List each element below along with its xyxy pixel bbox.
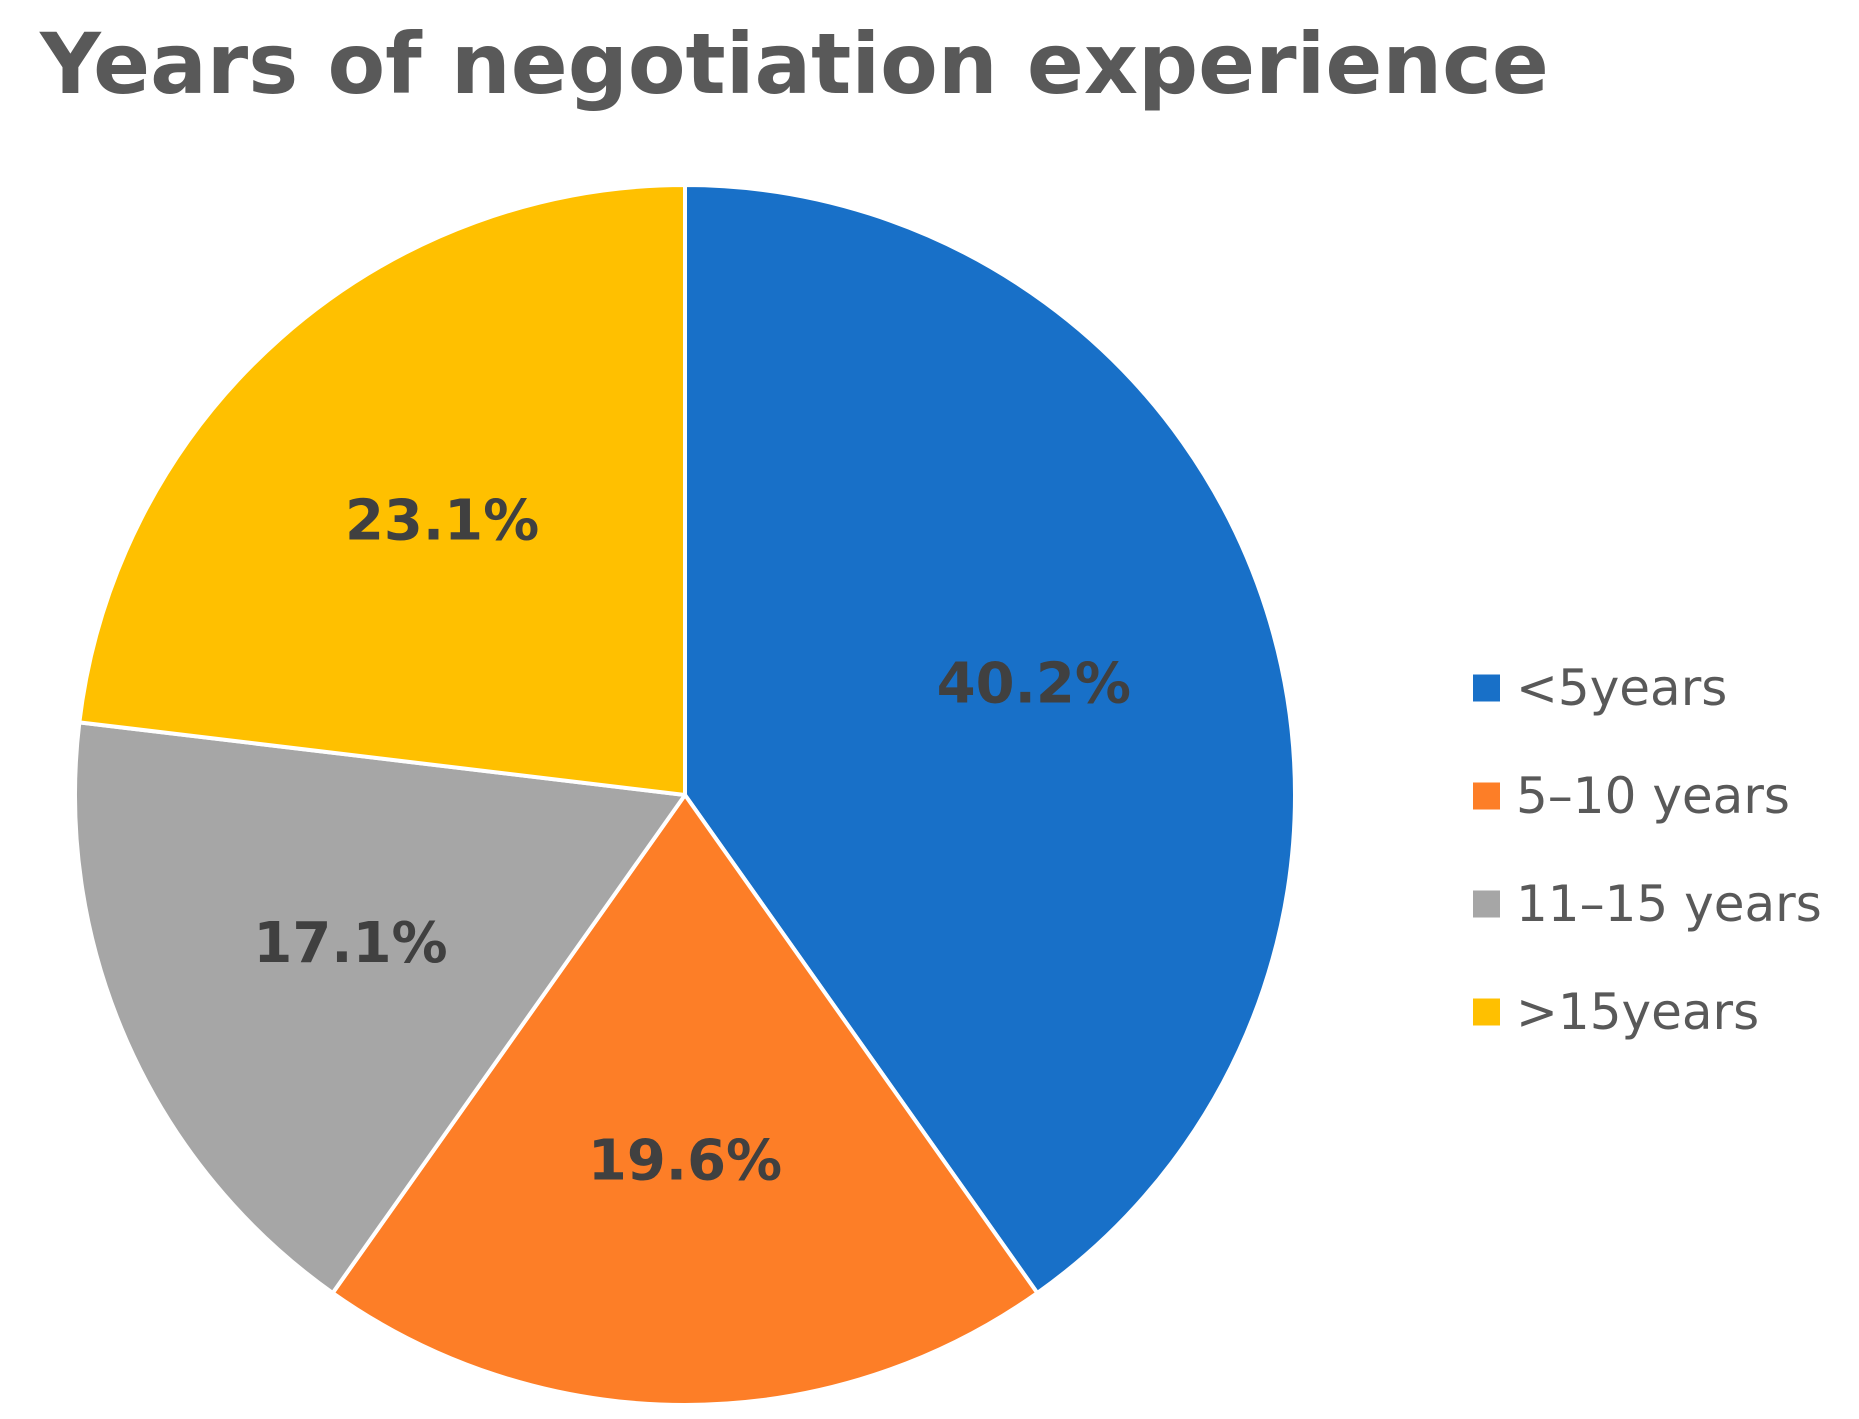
legend-label-5-10-years: 5–10 years (1516, 767, 1790, 825)
legend-swatch-11-15-years (1473, 890, 1500, 918)
data-label-5years: 40.2% (937, 652, 1131, 717)
pie-slice-5-10-years (330, 793, 1040, 1407)
pie-slice-5years (683, 183, 1297, 1295)
data-label-11-15-years: 17.1% (253, 911, 447, 976)
pie-slices (73, 183, 1297, 1407)
legend-label-5years: <5years (1516, 659, 1727, 717)
data-labels: 40.2% 19.6% 17.1% 23.1% (253, 489, 1131, 1194)
pie-slice-11-15-years (73, 720, 687, 1295)
legend-swatch-15years (1473, 998, 1500, 1026)
legend-swatch-5-10-years (1473, 782, 1500, 810)
legend-label-15years: >15years (1516, 983, 1759, 1041)
data-label-5-10-years: 19.6% (588, 1129, 782, 1194)
data-label-15years: 23.1% (345, 489, 539, 554)
legend-swatch-5years (1473, 674, 1500, 702)
legend-item-15years: >15years (1473, 983, 1759, 1041)
legend-item-5years: <5years (1473, 659, 1727, 717)
legend-item-11-15-years: 11–15 years (1473, 875, 1822, 933)
legend-label-11-15-years: 11–15 years (1516, 875, 1822, 933)
legend-item-5-10-years: 5–10 years (1473, 767, 1790, 825)
chart-title: Years of negotiation experience (40, 15, 1549, 113)
pie-slice-15years (77, 183, 687, 797)
legend: <5years 5–10 years 11–15 years >15years (1473, 659, 1822, 1041)
